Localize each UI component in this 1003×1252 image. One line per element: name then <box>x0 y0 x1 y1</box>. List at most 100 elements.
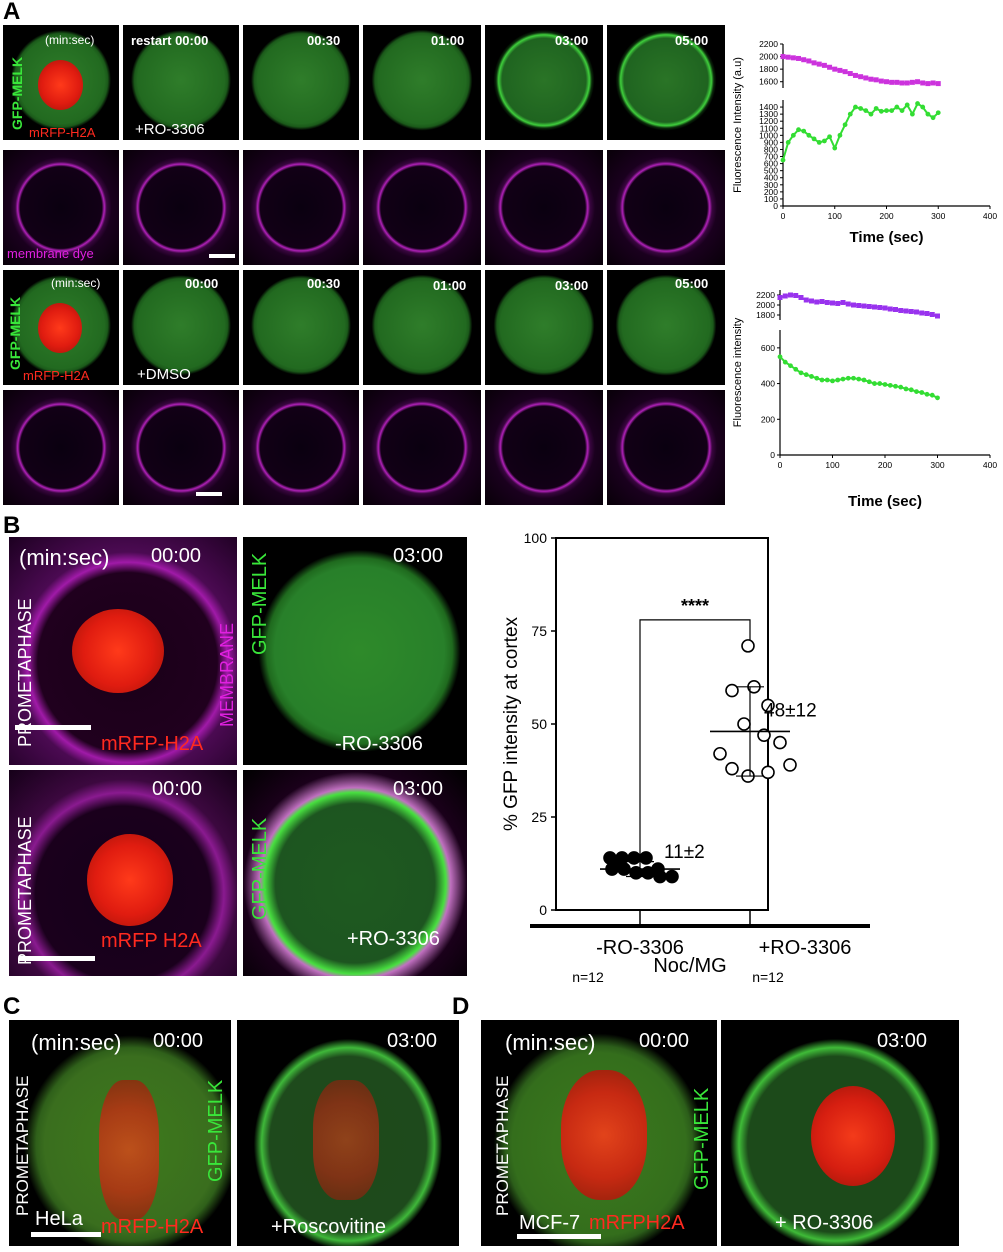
b-tr-green: GFP-MELK <box>249 552 271 655</box>
d-right-panel: 03:00 + RO-3306 <box>721 1020 959 1246</box>
data-point <box>809 298 814 304</box>
data-point <box>924 391 930 397</box>
data-point <box>824 300 830 305</box>
data-point <box>914 389 919 395</box>
d-red: mRFPH2A <box>589 1212 685 1234</box>
data-point <box>884 108 889 113</box>
data-point <box>840 376 846 382</box>
b-top-left-panel: (min:sec) 00:00 PROMETAPHASE MEMBRANE mR… <box>9 537 237 765</box>
a-row1-time-2: 00:30 <box>307 33 341 48</box>
a-row3-time-2: 00:30 <box>307 276 341 291</box>
series-line <box>782 102 939 161</box>
data-point <box>845 375 851 381</box>
data-point <box>814 299 820 305</box>
data-point <box>915 79 921 85</box>
data-point <box>908 309 914 314</box>
x-tick-label: 400 <box>983 211 997 221</box>
panel-label-d: D <box>452 993 470 1020</box>
data-point <box>798 295 804 300</box>
b-tr-treatment: -RO-3306 <box>335 733 423 755</box>
data-point <box>935 110 941 116</box>
data-point <box>898 308 904 313</box>
x-tick-label: 100 <box>825 460 839 470</box>
a-row1-panel-3: 00:30 <box>243 25 359 140</box>
data-point <box>653 869 667 884</box>
y-tick-label: 2000 <box>759 52 778 62</box>
data-point <box>847 71 853 77</box>
data-point <box>920 104 926 110</box>
data-point <box>856 376 862 382</box>
a-row4-scale-bar-2 <box>196 492 222 496</box>
a-row2-panel-5 <box>485 150 603 265</box>
b-tl-time: 00:00 <box>151 545 202 567</box>
data-point <box>761 698 775 713</box>
c-time-1: 03:00 <box>387 1030 438 1052</box>
x-tick-label: 300 <box>931 211 945 221</box>
data-point <box>806 132 812 138</box>
b-scatter-chart: 0 25 50 75 100 % GFP intensity at cortex -RO-3… <box>501 530 870 985</box>
y-tick-label: 0 <box>539 902 547 918</box>
y-tick-label: 75 <box>531 623 547 639</box>
mean-annotation: 48±12 <box>764 701 817 722</box>
a-row2-panel-1: membrane dye <box>3 150 119 265</box>
data-point <box>935 81 941 87</box>
data-point <box>863 108 869 113</box>
x-tick-label: 200 <box>878 460 892 470</box>
y-tick-label: 1300 <box>759 109 778 119</box>
data-point <box>878 78 884 84</box>
b-tr-time: 03:00 <box>393 545 444 567</box>
a-row3-red-label: mRFP-H2A <box>23 368 90 383</box>
data-point <box>816 61 822 67</box>
a-row3-panel-3: 00:30 <box>243 270 359 385</box>
d-time-1: 03:00 <box>877 1030 928 1052</box>
data-point <box>851 375 856 381</box>
y-axis-label: % GFP intensity at cortex <box>501 616 522 831</box>
data-point <box>814 375 820 381</box>
a-chart-rocontrol: 1600180020002200010020030040050060070080… <box>732 39 997 246</box>
x-tick-label: 0 <box>781 211 786 221</box>
n-label: n=12 <box>572 969 604 985</box>
d-time-label: (min:sec) <box>505 1030 596 1055</box>
b-tl-scale-bar <box>15 725 91 730</box>
y-tick-label: 1800 <box>759 64 778 74</box>
panel-label-b: B <box>3 512 21 539</box>
data-point <box>830 300 835 306</box>
data-point <box>811 60 817 66</box>
b-bot-left-panel: 00:00 PROMETAPHASE mRFP H2A <box>9 770 237 976</box>
data-point <box>909 79 915 85</box>
data-point <box>882 382 888 387</box>
data-point <box>889 79 895 85</box>
b-bot-right-panel: 03:00 GFP-MELK +RO-3306 <box>243 770 467 976</box>
data-point <box>925 81 931 87</box>
data-point <box>909 111 915 117</box>
data-point <box>930 80 936 86</box>
data-point <box>822 138 827 144</box>
y-tick-label: 300 <box>764 180 778 190</box>
y-tick-label: 1200 <box>759 116 778 126</box>
y-tick-label: 600 <box>761 343 775 353</box>
data-point <box>872 381 877 386</box>
data-point <box>832 145 838 151</box>
b-br-green: GFP-MELK <box>249 817 271 920</box>
data-point <box>835 301 841 306</box>
data-point <box>872 304 877 310</box>
data-point <box>882 305 888 311</box>
data-point <box>780 54 786 60</box>
data-point <box>801 128 807 134</box>
data-point <box>639 851 653 865</box>
y-tick-label: 2200 <box>756 290 775 300</box>
data-point <box>830 378 835 384</box>
b-bl-scale-bar <box>19 956 95 961</box>
data-point <box>930 115 936 121</box>
data-point <box>868 111 874 117</box>
data-point <box>904 102 910 108</box>
data-point <box>773 735 787 750</box>
y-tick-label: 400 <box>764 173 778 183</box>
data-point <box>741 639 755 653</box>
a-row1-green-label: GFP-MELK <box>9 56 25 130</box>
data-point <box>877 381 883 386</box>
y-axis-label: Fluorescence intensity <box>732 317 744 427</box>
a-row4-panel-6 <box>607 390 725 505</box>
b-bl-stage: PROMETAPHASE <box>15 816 35 965</box>
data-point <box>798 370 804 376</box>
